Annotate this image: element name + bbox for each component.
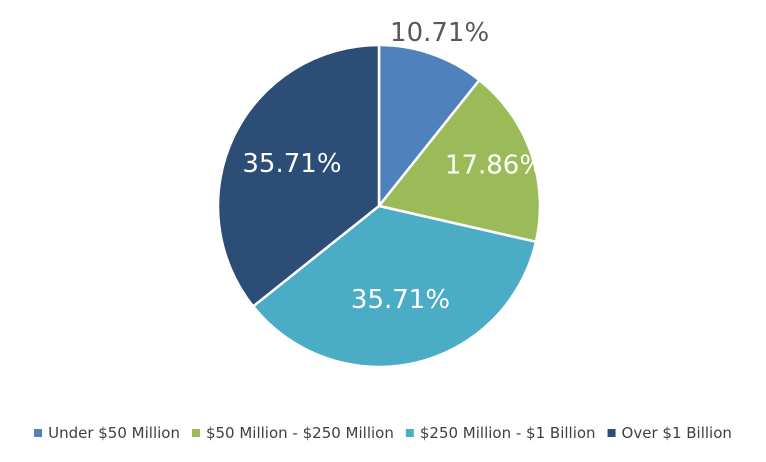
data-labels: 10.71% 17.86% 35.71% 35.71%: [242, 18, 544, 315]
legend-item-3: $250 Million - $1 Billion: [405, 424, 596, 442]
pie-slice-3: [251, 204, 538, 369]
data-label-2: 17.86%: [445, 151, 544, 181]
legend-item-2: $50 Million - $250 Million: [191, 424, 394, 442]
legend-swatch: [191, 429, 200, 437]
pie-slice-2: [377, 78, 542, 244]
pie-slice-4: [216, 43, 381, 308]
legend-label: Over $1 Billion: [622, 424, 732, 442]
data-label-3: 35.71%: [351, 285, 450, 315]
pie-slices: [216, 43, 542, 369]
legend: Under $50 Million $50 Million - $250 Mill…: [34, 424, 732, 442]
data-label-4: 35.71%: [242, 149, 341, 179]
legend-swatch: [34, 429, 43, 437]
legend-swatch: [405, 429, 414, 437]
legend-label: $50 Million - $250 Million: [206, 424, 394, 442]
pie-slice-1: [377, 43, 481, 208]
legend-label: Under $50 Million: [48, 424, 180, 442]
legend-swatch: [607, 429, 616, 437]
legend-item-1: Under $50 Million: [34, 424, 180, 442]
data-label-1: 10.71%: [390, 18, 489, 48]
legend-item-4: Over $1 Billion: [607, 424, 732, 442]
legend-label: $250 Million - $1 Billion: [420, 424, 596, 442]
